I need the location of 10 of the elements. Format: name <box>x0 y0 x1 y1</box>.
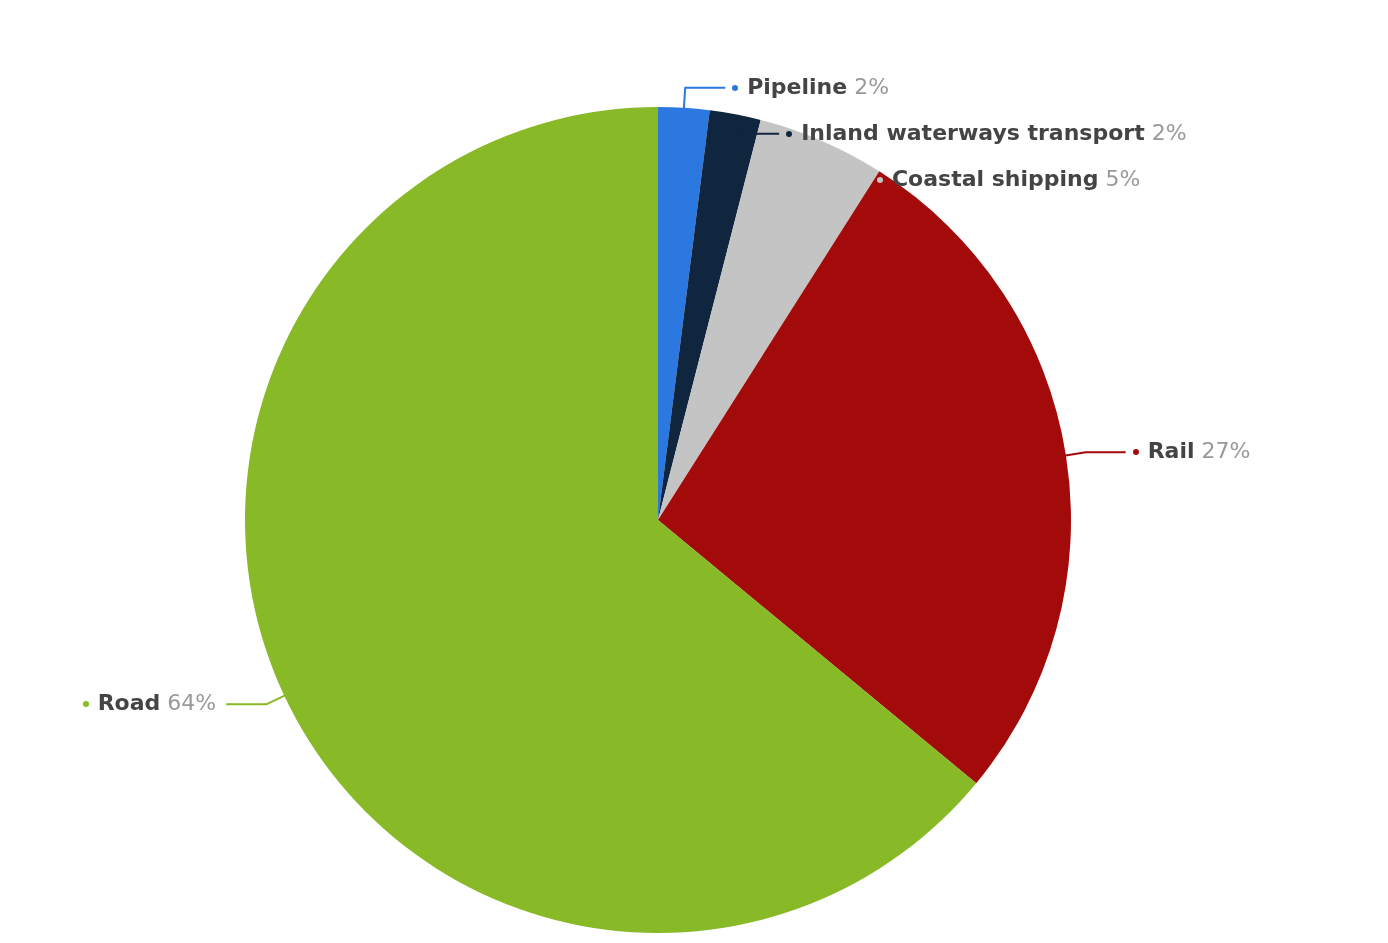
legend-label: Road <box>97 690 161 716</box>
data-label: 2% <box>1144 119 1187 145</box>
legend-label: Inland waterways transport <box>801 119 1146 145</box>
data-label: 5% <box>1098 165 1141 191</box>
legend-label: Pipeline <box>747 73 848 99</box>
legend-label: Coastal shipping <box>891 165 1099 191</box>
legend-label: Rail <box>1147 437 1195 463</box>
data-label: 27% <box>1194 437 1251 463</box>
data-label: 64% <box>160 690 217 716</box>
data-label: 2% <box>847 73 890 99</box>
